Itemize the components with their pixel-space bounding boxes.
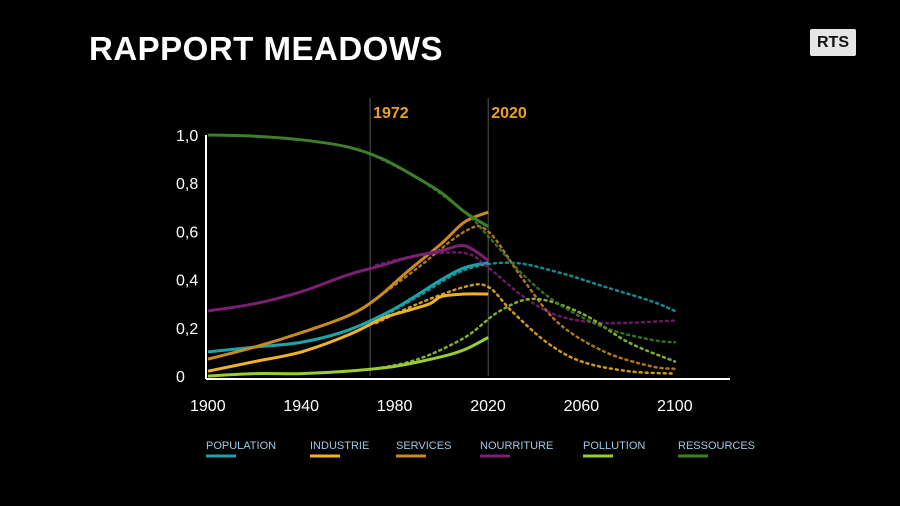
annotation-label-2020: 2020 (491, 105, 527, 122)
x-tick-label: 2020 (470, 398, 506, 415)
y-tick-label: 0,6 (176, 224, 198, 241)
series-projected-population (374, 261, 677, 322)
annotation-label-1972: 1972 (373, 105, 409, 122)
legend-label-services: SERVICES (396, 440, 451, 452)
series-observed-pollution (207, 336, 489, 378)
legend-label-industrie: INDUSTRIE (310, 440, 369, 452)
legend-label-pollution: POLLUTION (583, 440, 645, 452)
series-projected-services (374, 224, 677, 371)
series-projected-pollution (374, 297, 677, 371)
y-tick-label: 0,4 (176, 273, 198, 290)
x-tick-label: 1900 (190, 398, 226, 415)
y-tick-label: 0,8 (176, 176, 198, 193)
series-projected-nourriture (374, 251, 677, 325)
series-observed-ressources (207, 133, 489, 228)
y-tick-label: 0 (176, 369, 185, 386)
y-tick-label: 0,2 (176, 321, 198, 338)
legend-label-population: POPULATION (206, 440, 276, 452)
x-tick-label: 2100 (657, 398, 693, 415)
x-tick-label: 1980 (377, 398, 413, 415)
series-observed-nourriture (207, 244, 490, 313)
series-projected-ressources (374, 155, 677, 344)
series-observed-services (207, 210, 489, 361)
page-title: RAPPORT MEADOWS (89, 30, 443, 67)
legend-label-nourriture: NOURRITURE (480, 440, 553, 452)
series-observed-industrie (207, 292, 489, 373)
rts-logo: RTS (810, 29, 856, 56)
x-tick-label: 1940 (283, 398, 319, 415)
legend-label-ressources: RESSOURCES (678, 440, 755, 452)
x-tick-label: 2060 (564, 398, 600, 415)
y-tick-label: 1,0 (176, 128, 198, 145)
series-projected-industrie (374, 283, 677, 375)
